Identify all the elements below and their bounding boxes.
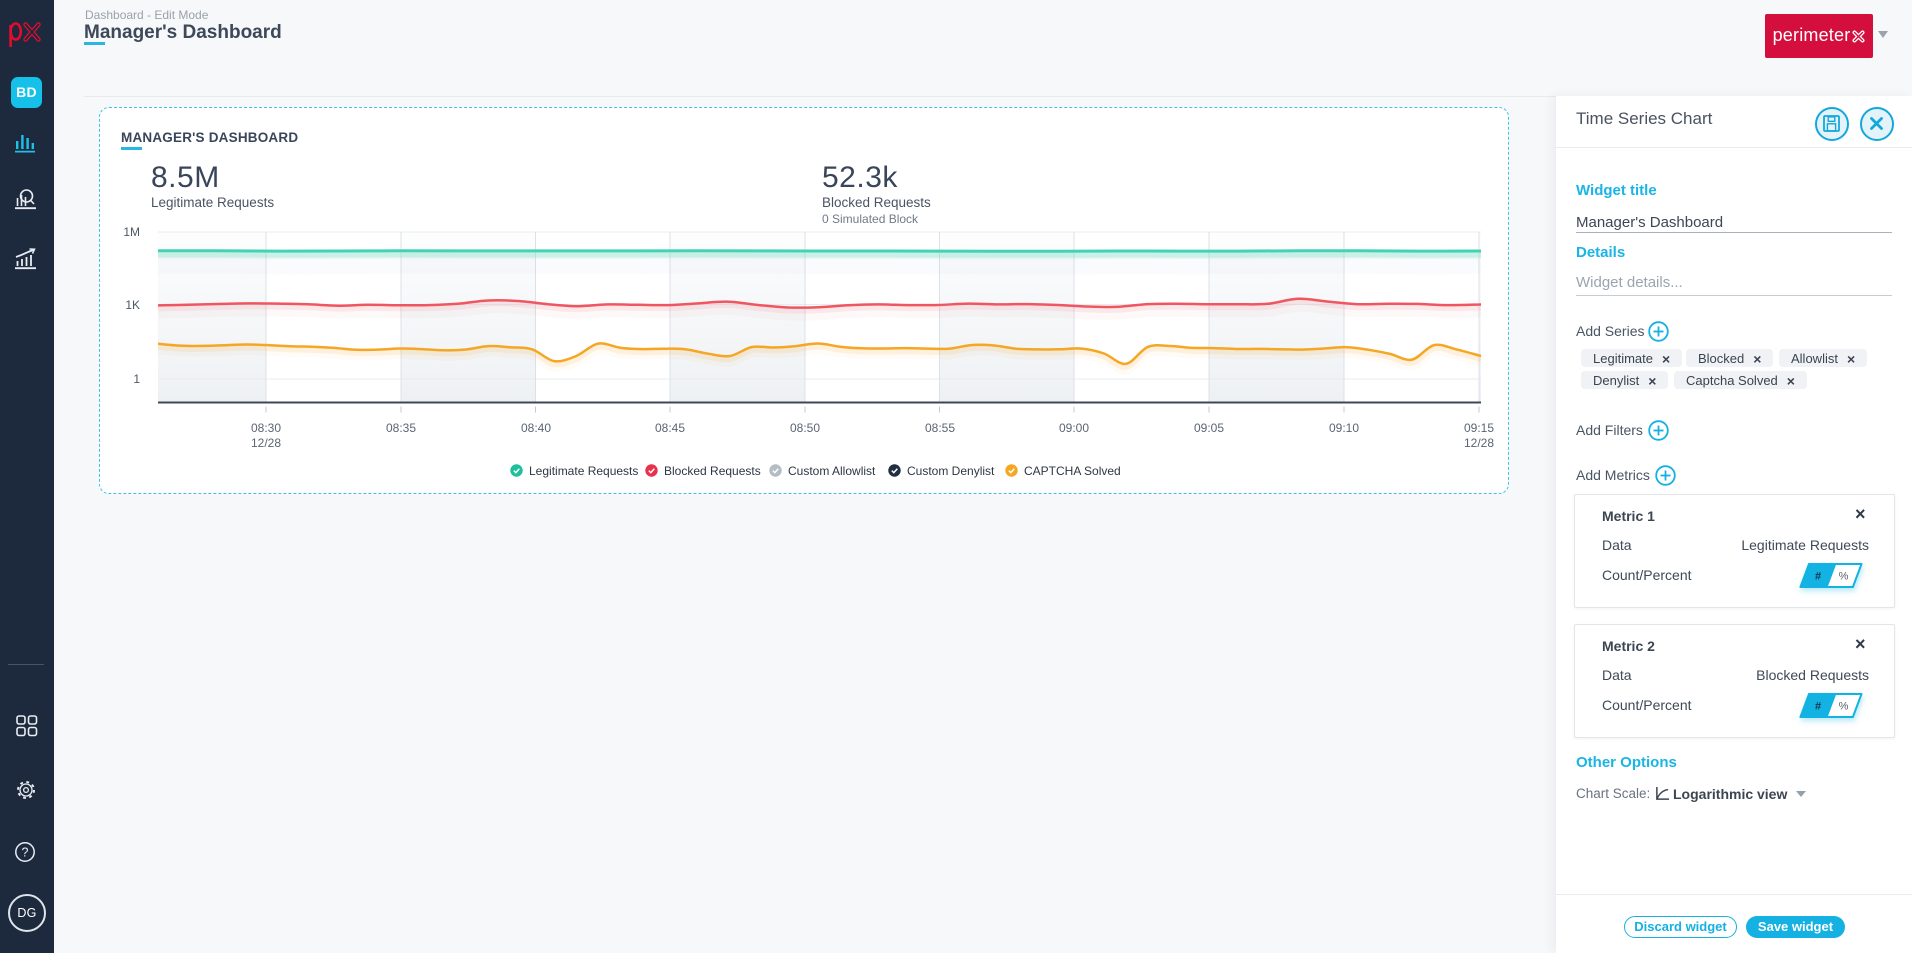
svg-text:%: % <box>1839 571 1849 583</box>
svg-text:#: # <box>1815 701 1821 713</box>
svg-text:#: # <box>1815 571 1821 583</box>
svg-text:?: ? <box>22 846 29 860</box>
svg-text:%: % <box>1839 701 1849 713</box>
